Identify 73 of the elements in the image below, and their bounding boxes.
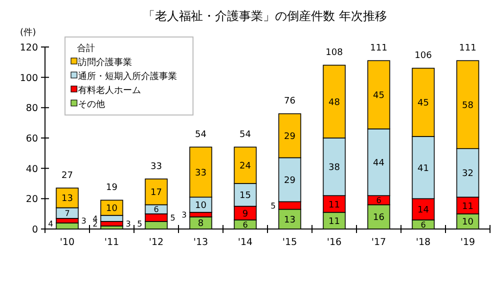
data-label: 2: [92, 220, 98, 228]
data-label: 6: [154, 205, 159, 214]
total-label: 27: [62, 171, 73, 182]
data-label: 10: [462, 218, 474, 228]
x-tick-label: '10: [60, 237, 75, 248]
data-label: 8: [198, 219, 204, 230]
x-tick-label: '16: [326, 237, 342, 248]
x-tick-label: '18: [416, 237, 431, 248]
data-label: 45: [373, 91, 384, 102]
y-tick-label: 60: [26, 134, 38, 144]
x-tick-label: '17: [371, 237, 386, 248]
y-tick-label: 80: [26, 103, 38, 114]
legend-label: 訪問介護事業: [78, 57, 132, 68]
y-tick-label: 100: [20, 72, 38, 84]
total-label: 76: [284, 96, 296, 107]
data-label: 38: [328, 163, 340, 174]
y-tick-label: 40: [26, 164, 38, 175]
data-label: 17: [150, 188, 162, 198]
total-label: 54: [195, 130, 207, 140]
total-label: 19: [106, 183, 118, 194]
data-label: 5: [137, 220, 142, 228]
legend-label: 通所・短期入所介護事業: [78, 71, 177, 82]
data-label: 44: [373, 158, 385, 169]
total-label: 54: [240, 130, 252, 140]
data-label: 10: [106, 204, 118, 214]
legend-label: 有料老人ホーム: [78, 85, 141, 96]
total-label: 108: [326, 48, 344, 58]
data-label: 6: [242, 220, 248, 230]
data-label: 41: [418, 164, 429, 174]
x-tick-label: '12: [148, 237, 164, 248]
data-label: 10: [195, 201, 207, 212]
total-label: 111: [459, 44, 476, 54]
x-tick-label: '19: [460, 237, 476, 248]
x-tick-label: '13: [193, 237, 208, 248]
y-tick-label: 0: [32, 224, 38, 236]
data-label: 6: [376, 196, 382, 206]
data-label: 11: [462, 202, 474, 212]
legend-label: その他: [78, 99, 105, 110]
data-label: 58: [462, 100, 474, 111]
data-label: 15: [240, 191, 251, 202]
total-label: 33: [150, 162, 162, 172]
x-tick-label: '11: [104, 237, 120, 248]
data-label: 29: [284, 176, 296, 186]
legend-title: 合計: [77, 43, 95, 54]
data-label: 5: [270, 201, 276, 210]
data-label: 48: [328, 98, 340, 108]
y-tick-label: 20: [26, 194, 38, 206]
data-label: 13: [62, 194, 73, 204]
data-label: 11: [328, 200, 340, 210]
data-label: 3: [126, 220, 131, 228]
data-label: 33: [195, 168, 206, 178]
data-label: 13: [284, 215, 296, 226]
data-label: 4: [48, 220, 54, 228]
data-label: 24: [240, 162, 252, 172]
y-axis-title: (件): [20, 27, 36, 38]
data-label: 9: [242, 209, 248, 220]
data-label: 32: [462, 169, 474, 180]
y-tick-label: 120: [20, 42, 38, 54]
data-label: 3: [81, 216, 86, 226]
x-tick-label: '15: [282, 237, 298, 248]
x-tick-label: '14: [238, 237, 253, 248]
data-label: 11: [328, 216, 340, 227]
data-label: 16: [373, 213, 385, 224]
data-label: 7: [64, 208, 70, 218]
total-label: 111: [370, 44, 388, 54]
chart-title: 「老人福祉・介護事業」の倒産件数 年次推移: [143, 9, 387, 23]
data-label: 45: [418, 98, 429, 109]
data-label: 6: [420, 220, 426, 230]
data-label: 14: [418, 206, 430, 216]
data-label: 3: [182, 210, 187, 220]
data-label: 5: [170, 214, 176, 223]
data-label: 29: [284, 132, 296, 142]
total-label: 106: [414, 51, 432, 62]
